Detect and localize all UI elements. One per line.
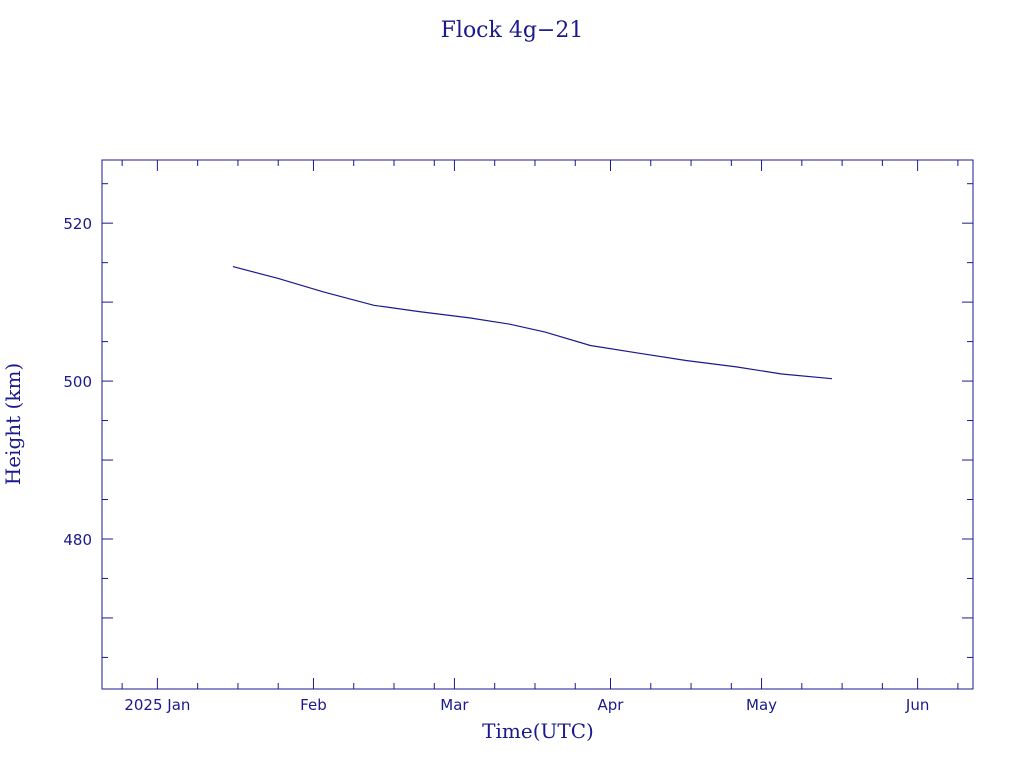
- x-tick-label: 2025 Jan: [124, 696, 190, 714]
- series-layer: [232, 266, 833, 380]
- tick-labels-layer: 2025 Jan Feb Mar Apr May Jun 480 500 520: [63, 215, 929, 714]
- series-line-0: [232, 266, 833, 380]
- x-tick-label: Jun: [905, 696, 929, 714]
- y-tick-label: 520: [63, 215, 92, 233]
- x-tick-label: May: [746, 696, 777, 714]
- x-axis-label: Time(UTC): [482, 719, 594, 743]
- x-tick-label: Feb: [300, 696, 327, 714]
- ticks-layer: [102, 160, 973, 689]
- x-tick-label: Mar: [440, 696, 469, 714]
- y-axis-label: Height (km): [1, 363, 25, 485]
- plot-frame: [101, 159, 974, 690]
- chart-title: Flock 4g−21: [441, 18, 584, 43]
- y-tick-label: 500: [63, 373, 92, 391]
- y-tick-label: 480: [63, 531, 92, 549]
- x-tick-label: Apr: [598, 696, 625, 714]
